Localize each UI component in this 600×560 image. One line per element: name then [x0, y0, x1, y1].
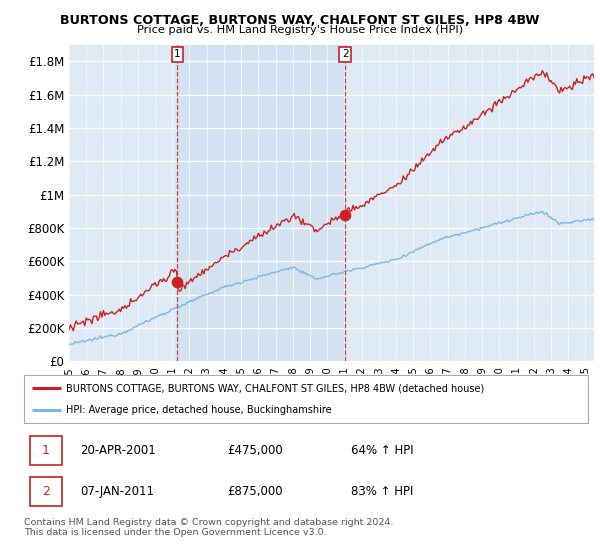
FancyBboxPatch shape [24, 375, 588, 423]
Text: 2: 2 [42, 485, 50, 498]
Text: 20-APR-2001: 20-APR-2001 [80, 444, 156, 457]
Text: 1: 1 [174, 49, 181, 59]
Point [340, 211, 350, 220]
Text: 07-JAN-2011: 07-JAN-2011 [80, 485, 154, 498]
Text: 83% ↑ HPI: 83% ↑ HPI [351, 485, 413, 498]
Text: Contains HM Land Registry data © Crown copyright and database right 2024.
This d: Contains HM Land Registry data © Crown c… [24, 518, 394, 538]
Text: £475,000: £475,000 [227, 444, 283, 457]
Text: HPI: Average price, detached house, Buckinghamshire: HPI: Average price, detached house, Buck… [66, 405, 332, 415]
FancyBboxPatch shape [29, 436, 62, 465]
Text: £875,000: £875,000 [227, 485, 283, 498]
Text: Price paid vs. HM Land Registry's House Price Index (HPI): Price paid vs. HM Land Registry's House … [137, 25, 463, 35]
Point [173, 278, 182, 287]
Text: 2: 2 [342, 49, 349, 59]
Text: BURTONS COTTAGE, BURTONS WAY, CHALFONT ST GILES, HP8 4BW: BURTONS COTTAGE, BURTONS WAY, CHALFONT S… [60, 14, 540, 27]
Text: BURTONS COTTAGE, BURTONS WAY, CHALFONT ST GILES, HP8 4BW (detached house): BURTONS COTTAGE, BURTONS WAY, CHALFONT S… [66, 383, 485, 393]
Text: 1: 1 [42, 444, 50, 457]
FancyBboxPatch shape [29, 477, 62, 506]
Text: 64% ↑ HPI: 64% ↑ HPI [351, 444, 414, 457]
Bar [178, 45, 345, 361]
